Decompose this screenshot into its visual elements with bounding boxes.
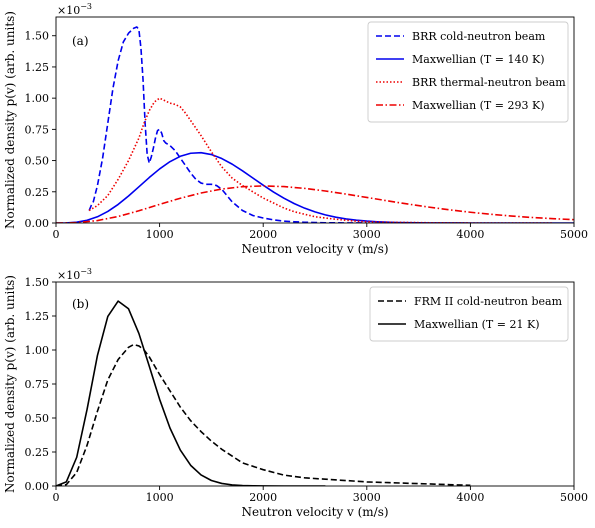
legend-entry: Maxwellian (T = 140 K): [412, 53, 544, 66]
x-tick-label: 3000: [353, 491, 381, 504]
y-axis-multiplier: ×10−3: [57, 2, 92, 17]
x-tick-label: 1000: [146, 491, 174, 504]
y-axis-multiplier: ×10−3: [57, 267, 92, 282]
y-tick-label: 0.50: [25, 155, 50, 168]
x-tick-label: 0: [53, 491, 60, 504]
x-tick-label: 4000: [456, 491, 484, 504]
y-tick-label: 1.50: [25, 30, 50, 43]
y-tick-label: 0.25: [25, 186, 50, 199]
x-axis-label: Neutron velocity v (m/s): [241, 242, 388, 256]
y-tick-label: 0.00: [25, 480, 50, 493]
x-tick-label: 2000: [249, 491, 277, 504]
x-tick-label: 0: [53, 228, 60, 241]
legend-entry: BRR thermal-neutron beam: [412, 76, 566, 89]
legend-box: [367, 21, 569, 123]
y-tick-label: 1.25: [25, 310, 50, 323]
y-tick-label: 1.00: [25, 344, 50, 357]
panel-label: (b): [72, 297, 89, 311]
y-axis-label: Normalized density p(v) (arb. units): [3, 275, 17, 493]
chart-panel-a: 0 1000 2000 3000 4000 5000 0.00 0.25 0.50 0.75 1.0…: [3, 2, 588, 256]
series-line-1: [88, 26, 367, 223]
panel-label: (a): [72, 34, 89, 48]
series-line-1: [56, 343, 471, 486]
x-tick-label: 3000: [353, 228, 381, 241]
y-axis-label: Normalized density p(v) (arb. units): [3, 11, 17, 229]
chart-panel-b: 0 1000 2000 3000 4000 5000 0.00 0.25 0.50 0.75 1.0…: [3, 267, 588, 519]
y-tick-label: 0.75: [25, 378, 50, 391]
y-tick-label: 0.00: [25, 217, 50, 230]
y-tick-label: 0.50: [25, 412, 50, 425]
x-tick-label: 2000: [249, 228, 277, 241]
legend-entry: Maxwellian (T = 21 K): [414, 318, 540, 331]
series-line-4: [56, 185, 574, 223]
x-tick-label: 4000: [456, 228, 484, 241]
legend-box: [369, 286, 569, 342]
x-tick-label: 5000: [560, 491, 588, 504]
y-tick-label: 0.75: [25, 123, 50, 136]
plot-frame: [55, 16, 575, 224]
series-line-2: [56, 151, 574, 223]
legend-entry: BRR cold-neutron beam: [412, 30, 546, 43]
legend: FRM II cold-neutron beam Maxwellian (T = …: [369, 286, 569, 342]
x-tick-label: 1000: [146, 228, 174, 241]
series-line-3: [88, 97, 554, 223]
x-axis-label: Neutron velocity v (m/s): [241, 505, 388, 519]
legend: BRR cold-neutron beam Maxwellian (T = 140…: [367, 21, 569, 123]
y-tick-label: 1.25: [25, 61, 50, 74]
y-tick-label: 1.50: [25, 276, 50, 289]
series-line-2: [56, 300, 326, 486]
legend-entry: FRM II cold-neutron beam: [414, 295, 563, 308]
y-tick-label: 0.25: [25, 446, 50, 459]
y-tick-label: 1.00: [25, 92, 50, 105]
x-tick-label: 5000: [560, 228, 588, 241]
legend-entry: Maxwellian (T = 293 K): [412, 99, 544, 112]
